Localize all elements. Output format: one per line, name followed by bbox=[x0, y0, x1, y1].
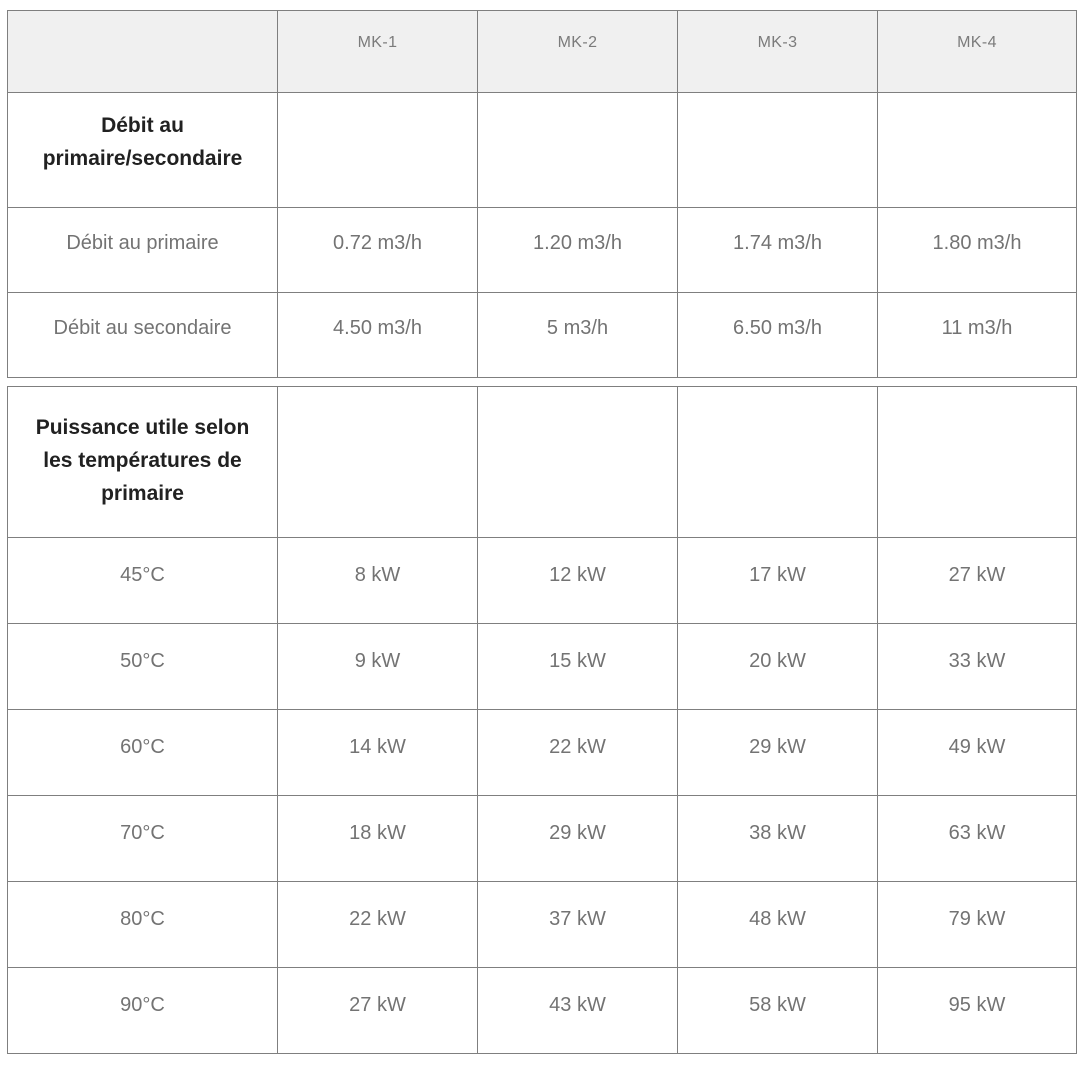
value-cell: 27 kW bbox=[877, 537, 1077, 624]
empty-cell bbox=[277, 386, 478, 538]
value-cell: 22 kW bbox=[277, 881, 478, 968]
value-cell: 0.72 m3/h bbox=[277, 207, 478, 293]
power-output-table: Puissance utile selon les températures d… bbox=[7, 386, 1077, 1054]
value-cell: 6.50 m3/h bbox=[677, 292, 878, 378]
row-label-debit-secondaire: Débit au secondaire bbox=[7, 292, 278, 378]
value-cell: 5 m3/h bbox=[477, 292, 678, 378]
value-cell: 4.50 m3/h bbox=[277, 292, 478, 378]
row-label-45c: 45°C bbox=[7, 537, 278, 624]
value-cell: 22 kW bbox=[477, 709, 678, 796]
table-row-debit-primaire: Débit au primaire 0.72 m3/h 1.20 m3/h 1.… bbox=[7, 207, 1077, 293]
value-cell: 1.74 m3/h bbox=[677, 207, 878, 293]
column-header-mk-1: MK-1 bbox=[277, 10, 478, 93]
section-title-line: Débit au bbox=[101, 113, 184, 137]
empty-cell bbox=[877, 92, 1077, 208]
value-cell: 15 kW bbox=[477, 623, 678, 710]
value-cell: 63 kW bbox=[877, 795, 1077, 882]
column-header-mk-2: MK-2 bbox=[477, 10, 678, 93]
section-row-power: Puissance utile selon les températures d… bbox=[7, 386, 1077, 538]
section-title-line: les températures de bbox=[43, 449, 242, 472]
column-header-mk-4: MK-4 bbox=[877, 10, 1077, 93]
value-cell: 8 kW bbox=[277, 537, 478, 624]
section-row-flow: Débit au primaire/secondaire bbox=[7, 92, 1077, 208]
empty-cell bbox=[877, 386, 1077, 538]
value-cell: 33 kW bbox=[877, 623, 1077, 710]
empty-cell bbox=[477, 386, 678, 538]
value-cell: 37 kW bbox=[477, 881, 678, 968]
row-label-90c: 90°C bbox=[7, 967, 278, 1054]
value-cell: 58 kW bbox=[677, 967, 878, 1054]
empty-cell bbox=[677, 386, 878, 538]
value-cell: 12 kW bbox=[477, 537, 678, 624]
value-cell: 27 kW bbox=[277, 967, 478, 1054]
value-cell: 1.80 m3/h bbox=[877, 207, 1077, 293]
table-row-90c: 90°C 27 kW 43 kW 58 kW 95 kW bbox=[7, 967, 1077, 1054]
empty-cell bbox=[677, 92, 878, 208]
table-row-70c: 70°C 18 kW 29 kW 38 kW 63 kW bbox=[7, 795, 1077, 882]
section-title-line: Puissance utile selon bbox=[35, 416, 250, 439]
value-cell: 1.20 m3/h bbox=[477, 207, 678, 293]
row-label-80c: 80°C bbox=[7, 881, 278, 968]
table-row-45c: 45°C 8 kW 12 kW 17 kW 27 kW bbox=[7, 537, 1077, 624]
corner-cell bbox=[7, 10, 278, 93]
value-cell: 95 kW bbox=[877, 967, 1077, 1054]
section-title-flow: Débit au primaire/secondaire bbox=[7, 92, 278, 208]
section-title-power: Puissance utile selon les températures d… bbox=[7, 386, 278, 538]
row-label-60c: 60°C bbox=[7, 709, 278, 796]
value-cell: 49 kW bbox=[877, 709, 1077, 796]
value-cell: 9 kW bbox=[277, 623, 478, 710]
table-row-60c: 60°C 14 kW 22 kW 29 kW 49 kW bbox=[7, 709, 1077, 796]
value-cell: 43 kW bbox=[477, 967, 678, 1054]
section-title-line: primaire bbox=[101, 482, 184, 505]
table-row-debit-secondaire: Débit au secondaire 4.50 m3/h 5 m3/h 6.5… bbox=[7, 292, 1077, 378]
value-cell: 20 kW bbox=[677, 623, 878, 710]
empty-cell bbox=[277, 92, 478, 208]
row-label-70c: 70°C bbox=[7, 795, 278, 882]
value-cell: 18 kW bbox=[277, 795, 478, 882]
row-label-50c: 50°C bbox=[7, 623, 278, 710]
value-cell: 29 kW bbox=[477, 795, 678, 882]
value-cell: 79 kW bbox=[877, 881, 1077, 968]
value-cell: 29 kW bbox=[677, 709, 878, 796]
value-cell: 48 kW bbox=[677, 881, 878, 968]
value-cell: 17 kW bbox=[677, 537, 878, 624]
row-label-debit-primaire: Débit au primaire bbox=[7, 207, 278, 293]
section-title-line: primaire/secondaire bbox=[42, 146, 243, 170]
empty-cell bbox=[477, 92, 678, 208]
value-cell: 38 kW bbox=[677, 795, 878, 882]
column-header-mk-3: MK-3 bbox=[677, 10, 878, 93]
value-cell: 14 kW bbox=[277, 709, 478, 796]
table-row-80c: 80°C 22 kW 37 kW 48 kW 79 kW bbox=[7, 881, 1077, 968]
value-cell: 11 m3/h bbox=[877, 292, 1077, 378]
flow-rate-table: MK-1 MK-2 MK-3 MK-4 Débit au primaire/se… bbox=[7, 10, 1077, 378]
column-header-row: MK-1 MK-2 MK-3 MK-4 bbox=[7, 10, 1077, 93]
table-row-50c: 50°C 9 kW 15 kW 20 kW 33 kW bbox=[7, 623, 1077, 710]
